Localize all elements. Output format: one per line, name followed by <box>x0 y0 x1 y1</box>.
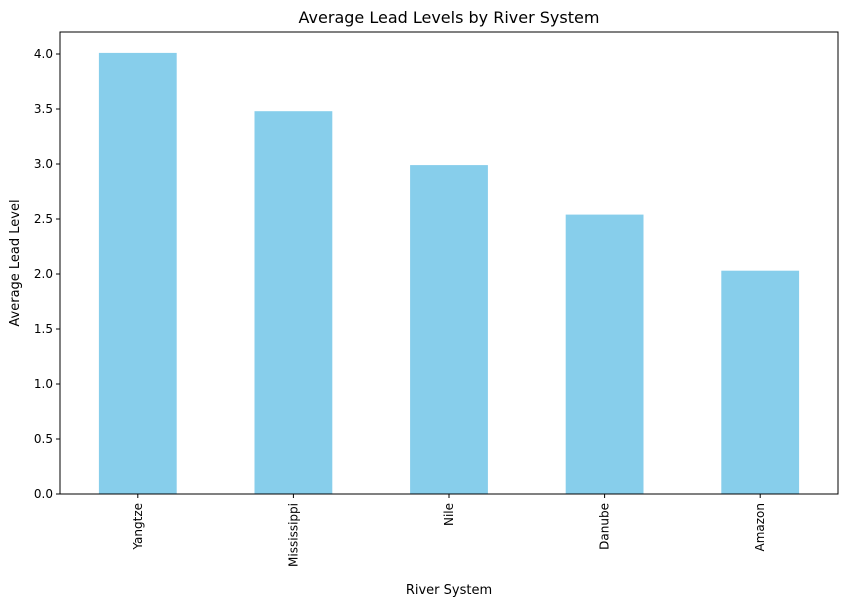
y-axis: 0.0 0.5 1.0 1.5 2.0 2.5 3.0 3.5 4.0 <box>34 47 60 501</box>
x-axis-label: River System <box>406 583 492 598</box>
bar-danube <box>565 214 644 494</box>
y-axis-label: Average Lead Level <box>8 199 23 326</box>
x-tick-label: Yangtze <box>131 503 145 551</box>
x-axis: Yangtze Mississippi Nile Danube Amazon <box>131 494 767 567</box>
bar-yangtze <box>98 52 177 495</box>
y-tick-label: 2.5 <box>34 212 53 226</box>
x-tick-label: Danube <box>598 503 612 550</box>
y-tick-label: 2.0 <box>34 267 53 281</box>
y-tick-label: 4.0 <box>34 47 53 61</box>
x-tick-label: Nile <box>442 503 456 526</box>
bar-nile <box>410 165 488 494</box>
y-tick-label: 3.0 <box>34 157 53 171</box>
chart-title: Average Lead Levels by River System <box>299 8 600 27</box>
bars-layer <box>98 52 800 495</box>
bar-amazon <box>721 270 800 494</box>
bar-mississippi <box>254 111 333 494</box>
y-tick-label: 0.5 <box>34 432 53 446</box>
y-tick-label: 3.5 <box>34 102 53 116</box>
x-tick-label: Mississippi <box>286 503 300 567</box>
y-tick-label: 1.5 <box>34 322 53 336</box>
y-tick-label: 0.0 <box>34 487 53 501</box>
x-tick-label: Amazon <box>753 503 767 552</box>
y-tick-label: 1.0 <box>34 377 53 391</box>
